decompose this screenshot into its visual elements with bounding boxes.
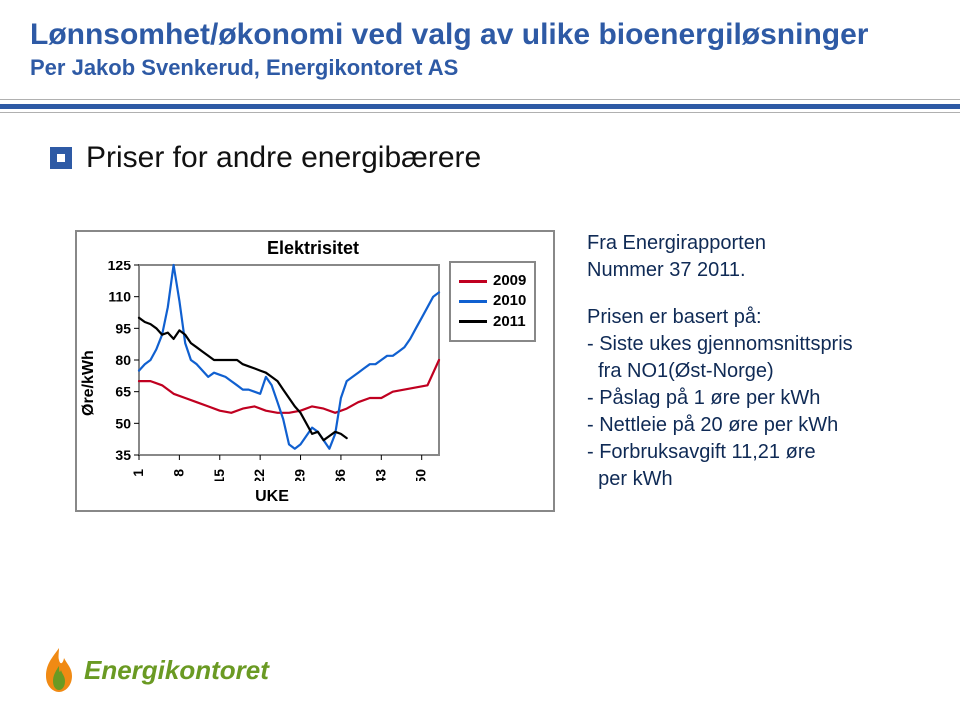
legend-item: 2011 bbox=[459, 312, 526, 332]
svg-text:22: 22 bbox=[251, 469, 267, 481]
legend-item: 2010 bbox=[459, 291, 526, 311]
basis-title: Prisen er basert på: bbox=[587, 306, 762, 328]
legend-label: 2009 bbox=[493, 271, 526, 291]
chart-plot-wrap: 35 50 65 80 95 110 125 1 8 15 22 29 36 43 50 UKE bbox=[99, 261, 445, 506]
svg-text:50: 50 bbox=[413, 469, 429, 481]
flame-icon bbox=[40, 646, 78, 694]
legend-label: 2011 bbox=[493, 312, 526, 332]
svg-text:80: 80 bbox=[115, 352, 131, 368]
svg-text:35: 35 bbox=[115, 447, 131, 463]
page-sub-title: Per Jakob Svenkerud, Energikontoret AS bbox=[30, 55, 930, 81]
legend-item: 2009 bbox=[459, 271, 526, 291]
svg-text:50: 50 bbox=[115, 415, 131, 431]
svg-text:43: 43 bbox=[372, 469, 388, 481]
logo: Energikontoret bbox=[40, 646, 269, 694]
svg-text:15: 15 bbox=[211, 469, 227, 481]
svg-text:29: 29 bbox=[292, 469, 308, 481]
chart-x-axis-label: UKE bbox=[99, 488, 445, 506]
svg-text:110: 110 bbox=[108, 289, 131, 305]
bullet-icon bbox=[50, 147, 72, 169]
explanatory-text: Fra Energirapporten Nummer 37 2011. Pris… bbox=[587, 230, 907, 513]
svg-text:36: 36 bbox=[332, 469, 348, 481]
svg-text:65: 65 bbox=[115, 384, 131, 400]
chart-container: Elektrisitet Øre/kWh 35 50 65 80 95 110 125 1 8 1… bbox=[75, 230, 555, 512]
chart-title: Elektrisitet bbox=[79, 238, 547, 259]
svg-text:8: 8 bbox=[170, 469, 186, 477]
basis-lines: - Siste ukes gjennomsnittspris fra NO1(Ø… bbox=[587, 333, 853, 490]
chart-svg: 35 50 65 80 95 110 125 1 8 15 22 29 36 43 50 bbox=[99, 261, 445, 481]
page-main-title: Lønnsomhet/økonomi ved valg av ulike bio… bbox=[30, 18, 930, 53]
logo-text: Energikontoret bbox=[84, 655, 269, 686]
chart-y-axis-label: Øre/kWh bbox=[79, 261, 99, 506]
header-divider bbox=[0, 99, 960, 113]
source-line-1: Fra Energirapporten bbox=[587, 232, 766, 254]
bullet-text: Priser for andre energibærere bbox=[86, 141, 481, 175]
svg-text:95: 95 bbox=[115, 320, 131, 336]
legend-label: 2010 bbox=[493, 291, 526, 311]
source-line-2: Nummer 37 2011. bbox=[587, 259, 746, 281]
chart-legend: 2009 2010 2011 bbox=[449, 261, 536, 342]
svg-text:1: 1 bbox=[130, 469, 146, 477]
svg-text:125: 125 bbox=[108, 261, 132, 273]
